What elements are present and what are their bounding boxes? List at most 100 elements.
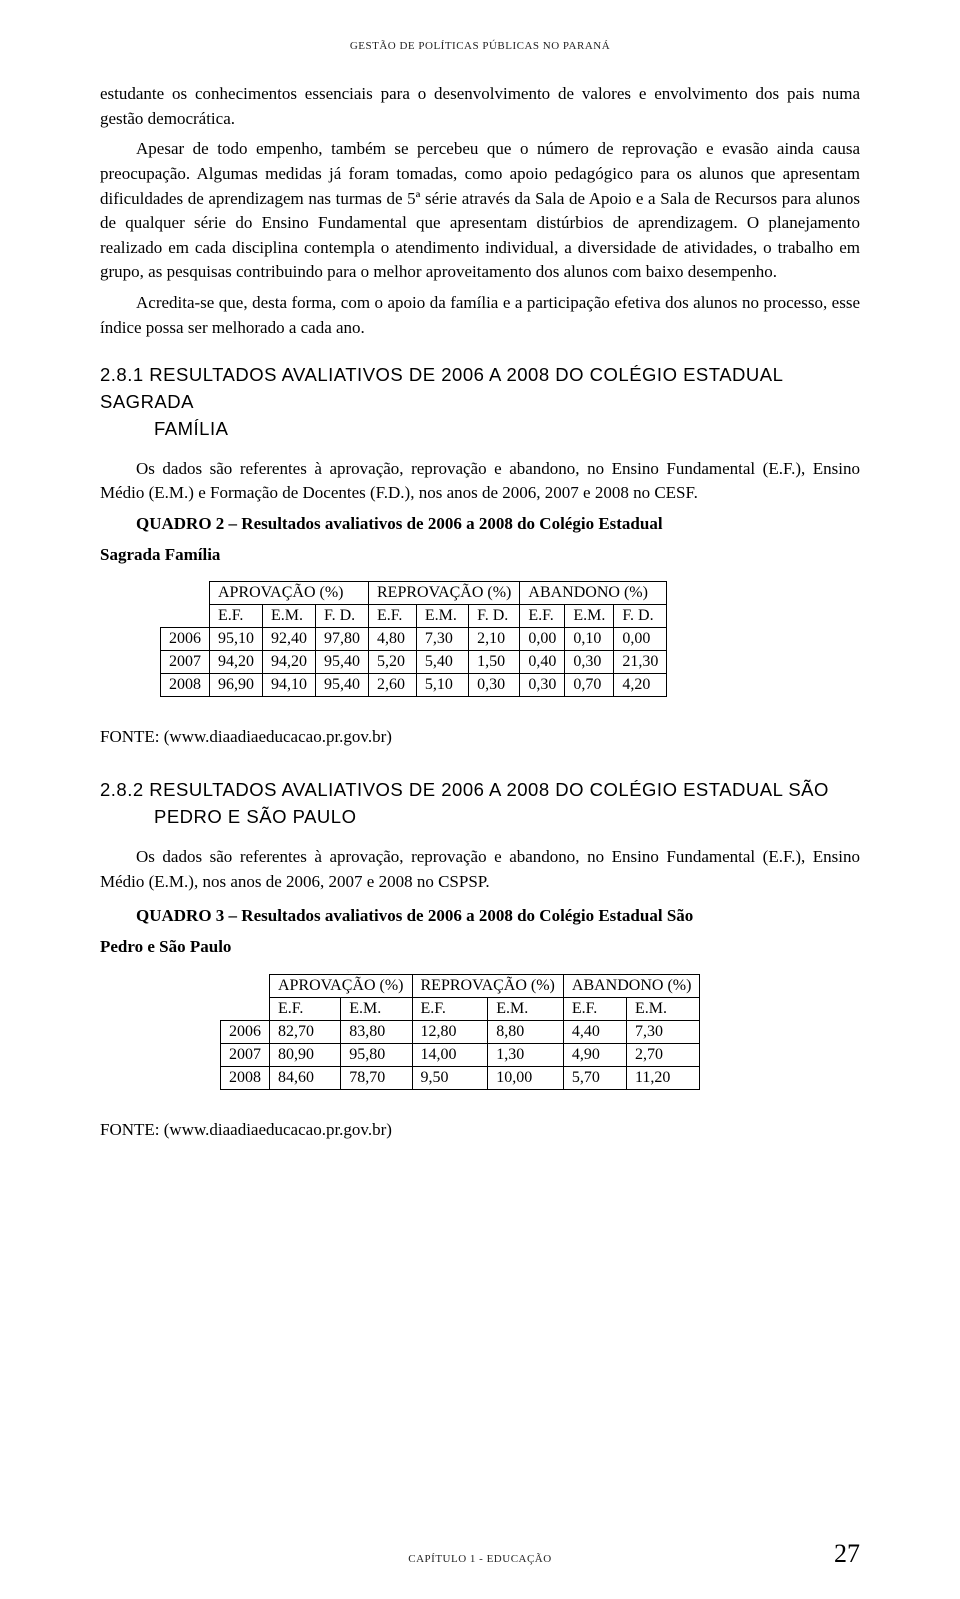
data-cell: 94,10: [263, 674, 316, 697]
data-cell: 2,10: [469, 628, 520, 651]
table-3: APROVAÇÃO (%)REPROVAÇÃO (%)ABANDONO (%)E…: [220, 974, 860, 1090]
data-cell: 1,30: [488, 1043, 564, 1066]
section-heading-282: 2.8.2 RESULTADOS AVALIATIVOS DE 2006 A 2…: [100, 777, 860, 831]
data-cell: 95,80: [341, 1043, 412, 1066]
data-cell: 92,40: [263, 628, 316, 651]
paragraph-5: Os dados são referentes à aprovação, rep…: [100, 845, 860, 894]
table-row: 200780,9095,8014,001,304,902,70: [221, 1043, 700, 1066]
data-cell: 0,40: [520, 651, 565, 674]
table-sub-header: E.M.: [488, 997, 564, 1020]
table-group-header: APROVAÇÃO (%): [210, 582, 369, 605]
section-heading-281: 2.8.1 RESULTADOS AVALIATIVOS DE 2006 A 2…: [100, 362, 860, 442]
table-sub-header: E.F.: [520, 605, 565, 628]
footer-chapter: CAPÍTULO 1 - EDUCAÇÃO: [140, 1553, 820, 1565]
data-cell: 95,40: [316, 651, 369, 674]
data-cell: 83,80: [341, 1020, 412, 1043]
section-number: 2.8.1: [100, 364, 144, 385]
year-cell: 2008: [161, 674, 210, 697]
section-number: 2.8.2: [100, 779, 144, 800]
data-cell: 4,90: [563, 1043, 626, 1066]
data-cell: 14,00: [412, 1043, 488, 1066]
data-cell: 95,10: [210, 628, 263, 651]
data-cell: 97,80: [316, 628, 369, 651]
section-title-line2: FAMÍLIA: [100, 416, 860, 443]
data-cell: 2,70: [626, 1043, 699, 1066]
data-cell: 5,70: [563, 1066, 626, 1089]
table-sub-header: E.F.: [563, 997, 626, 1020]
year-cell: 2007: [161, 651, 210, 674]
data-cell: 80,90: [270, 1043, 341, 1066]
quadro3-line2: Pedro e São Paulo: [100, 935, 860, 960]
data-cell: 7,30: [416, 628, 468, 651]
table-sub-header: E.F.: [210, 605, 263, 628]
paragraph-3: Acredita-se que, desta forma, com o apoi…: [100, 291, 860, 340]
data-cell: 96,90: [210, 674, 263, 697]
table-group-header: REPROVAÇÃO (%): [369, 582, 520, 605]
footer-page-number: 27: [820, 1539, 860, 1569]
paragraph-2: Apesar de todo empenho, também se perceb…: [100, 137, 860, 285]
year-cell: 2006: [161, 628, 210, 651]
source-2: FONTE: (www.diaadiaeducacao.pr.gov.br): [100, 1120, 860, 1140]
table-row: 200794,2094,2095,405,205,401,500,400,302…: [161, 651, 667, 674]
data-cell: 1,50: [469, 651, 520, 674]
data-cell: 94,20: [210, 651, 263, 674]
quadro2-title: QUADRO 2 – Resultados avaliativos de 200…: [100, 512, 860, 537]
data-cell: 2,60: [369, 674, 417, 697]
data-cell: 4,40: [563, 1020, 626, 1043]
section-title-line1: RESULTADOS AVALIATIVOS DE 2006 A 2008 DO…: [149, 779, 829, 800]
table-row: 200695,1092,4097,804,807,302,100,000,100…: [161, 628, 667, 651]
data-cell: 0,30: [565, 651, 614, 674]
data-cell: 0,30: [469, 674, 520, 697]
data-cell: 9,50: [412, 1066, 488, 1089]
data-cell: 8,80: [488, 1020, 564, 1043]
table-sub-header: E.M.: [565, 605, 614, 628]
table-row: 200884,6078,709,5010,005,7011,20: [221, 1066, 700, 1089]
quadro2-line1: QUADRO 2 – Resultados avaliativos de 200…: [136, 514, 663, 533]
table-sub-header: E.M.: [341, 997, 412, 1020]
data-cell: 94,20: [263, 651, 316, 674]
year-cell: 2008: [221, 1066, 270, 1089]
data-cell: 12,80: [412, 1020, 488, 1043]
data-cell: 0,00: [520, 628, 565, 651]
data-cell: 0,10: [565, 628, 614, 651]
data-cell: 95,40: [316, 674, 369, 697]
section-title-line1: RESULTADOS AVALIATIVOS DE 2006 A 2008 DO…: [100, 364, 783, 412]
quadro3-title: QUADRO 3 – Resultados avaliativos de 200…: [100, 904, 860, 929]
quadro3-line1: QUADRO 3 – Resultados avaliativos de 200…: [136, 906, 693, 925]
table-sub-header: E.F.: [270, 997, 341, 1020]
running-header: GESTÃO DE POLÍTICAS PÚBLICAS NO PARANÁ: [100, 40, 860, 52]
table-sub-header: F. D.: [469, 605, 520, 628]
data-cell: 4,20: [614, 674, 667, 697]
table-row: 200896,9094,1095,402,605,100,300,300,704…: [161, 674, 667, 697]
data-cell: 78,70: [341, 1066, 412, 1089]
data-cell: 5,40: [416, 651, 468, 674]
table-sub-header: E.F.: [369, 605, 417, 628]
table-group-header: REPROVAÇÃO (%): [412, 974, 563, 997]
table-group-header: ABANDONO (%): [563, 974, 700, 997]
data-cell: 5,20: [369, 651, 417, 674]
paragraph-4: Os dados são referentes à aprovação, rep…: [100, 457, 860, 506]
table-sub-header: E.M.: [263, 605, 316, 628]
data-cell: 21,30: [614, 651, 667, 674]
table-sub-header: E.M.: [626, 997, 699, 1020]
table-2: APROVAÇÃO (%)REPROVAÇÃO (%)ABANDONO (%)E…: [160, 581, 860, 697]
source-1: FONTE: (www.diaadiaeducacao.pr.gov.br): [100, 727, 860, 747]
table-sub-header: F. D.: [614, 605, 667, 628]
data-cell: 7,30: [626, 1020, 699, 1043]
data-cell: 0,30: [520, 674, 565, 697]
table-sub-header: F. D.: [316, 605, 369, 628]
page-footer: CAPÍTULO 1 - EDUCAÇÃO 27: [0, 1539, 960, 1569]
year-cell: 2007: [221, 1043, 270, 1066]
table-group-header: ABANDONO (%): [520, 582, 667, 605]
data-cell: 11,20: [626, 1066, 699, 1089]
table-sub-header: E.F.: [412, 997, 488, 1020]
data-cell: 0,70: [565, 674, 614, 697]
data-cell: 5,10: [416, 674, 468, 697]
data-cell: 4,80: [369, 628, 417, 651]
data-cell: 82,70: [270, 1020, 341, 1043]
data-cell: 0,00: [614, 628, 667, 651]
section-title-line2: PEDRO E SÃO PAULO: [100, 804, 860, 831]
year-cell: 2006: [221, 1020, 270, 1043]
paragraph-1: estudante os conhecimentos essenciais pa…: [100, 82, 860, 131]
table-group-header: APROVAÇÃO (%): [270, 974, 413, 997]
